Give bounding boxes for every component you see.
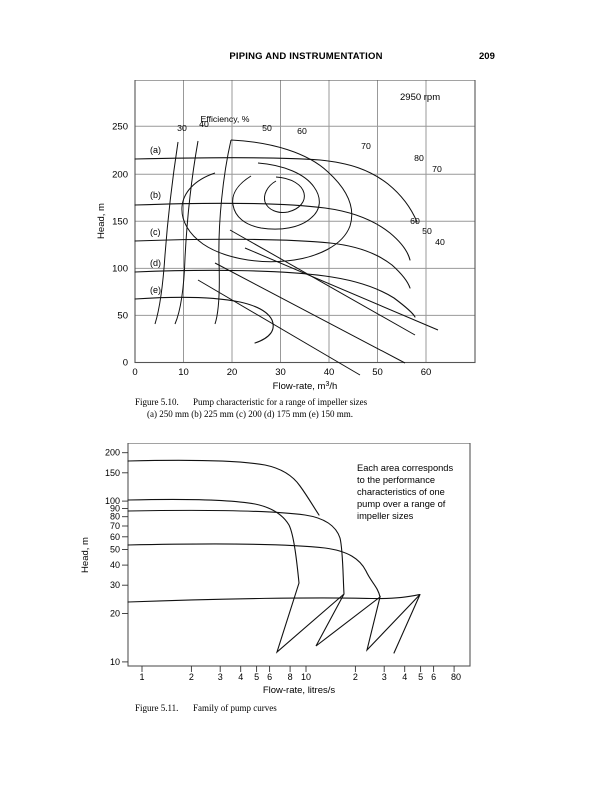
svg-text:40: 40 xyxy=(110,560,120,570)
svg-text:100: 100 xyxy=(112,263,128,274)
svg-text:characteristics of one: characteristics of one xyxy=(357,487,445,497)
svg-text:1: 1 xyxy=(139,672,144,682)
svg-text:2950 rpm: 2950 rpm xyxy=(400,92,440,103)
svg-text:150: 150 xyxy=(112,216,128,227)
svg-text:150: 150 xyxy=(105,468,120,478)
svg-text:Each area corresponds: Each area corresponds xyxy=(357,463,453,473)
svg-text:4: 4 xyxy=(238,672,243,682)
svg-text:50: 50 xyxy=(422,226,432,236)
svg-text:2: 2 xyxy=(353,672,358,682)
svg-text:70: 70 xyxy=(361,141,371,151)
svg-text:40: 40 xyxy=(324,367,335,378)
svg-text:Head, m: Head, m xyxy=(80,537,91,573)
svg-text:0: 0 xyxy=(132,367,137,378)
svg-text:to the performance: to the performance xyxy=(357,475,435,485)
svg-text:(b): (b) xyxy=(150,190,161,200)
svg-text:6: 6 xyxy=(267,672,272,682)
svg-text:8: 8 xyxy=(288,672,293,682)
svg-text:impeller sizes: impeller sizes xyxy=(357,511,414,521)
svg-text:5: 5 xyxy=(418,672,423,682)
svg-text:250: 250 xyxy=(112,121,128,132)
svg-text:70: 70 xyxy=(110,521,120,531)
svg-text:0: 0 xyxy=(123,358,128,369)
svg-text:60: 60 xyxy=(410,216,420,226)
svg-text:70: 70 xyxy=(432,164,442,174)
svg-text:10: 10 xyxy=(178,367,189,378)
svg-text:40: 40 xyxy=(435,237,445,247)
svg-text:6: 6 xyxy=(431,672,436,682)
svg-text:60: 60 xyxy=(421,367,432,378)
svg-text:80: 80 xyxy=(451,672,461,682)
svg-text:3: 3 xyxy=(218,672,223,682)
svg-text:2: 2 xyxy=(189,672,194,682)
svg-text:30: 30 xyxy=(275,367,286,378)
svg-text:(e): (e) xyxy=(150,285,161,295)
svg-text:30: 30 xyxy=(110,580,120,590)
svg-text:200: 200 xyxy=(112,169,128,180)
svg-text:30: 30 xyxy=(177,123,187,133)
svg-text:(a): (a) xyxy=(150,145,161,155)
svg-text:50: 50 xyxy=(372,367,383,378)
svg-text:40: 40 xyxy=(199,119,209,129)
svg-text:60: 60 xyxy=(110,532,120,542)
svg-text:50: 50 xyxy=(262,123,272,133)
svg-text:(c): (c) xyxy=(150,227,161,237)
svg-text:50: 50 xyxy=(110,545,120,555)
svg-text:200: 200 xyxy=(105,448,120,458)
svg-text:10: 10 xyxy=(301,672,311,682)
svg-text:5: 5 xyxy=(254,672,259,682)
svg-text:Head, m: Head, m xyxy=(96,203,107,239)
svg-text:pump over a range of: pump over a range of xyxy=(357,499,446,509)
svg-text:20: 20 xyxy=(227,367,238,378)
svg-text:80: 80 xyxy=(414,153,424,163)
svg-text:10: 10 xyxy=(110,657,120,667)
svg-text:60: 60 xyxy=(297,126,307,136)
svg-text:3: 3 xyxy=(382,672,387,682)
svg-text:Flow-rate, litres/s: Flow-rate, litres/s xyxy=(263,685,336,696)
svg-text:(d): (d) xyxy=(150,258,161,268)
svg-text:4: 4 xyxy=(402,672,407,682)
svg-text:50: 50 xyxy=(117,310,128,321)
svg-text:20: 20 xyxy=(110,609,120,619)
svg-text:Flow-rate, m3/h: Flow-rate, m3/h xyxy=(273,381,338,393)
